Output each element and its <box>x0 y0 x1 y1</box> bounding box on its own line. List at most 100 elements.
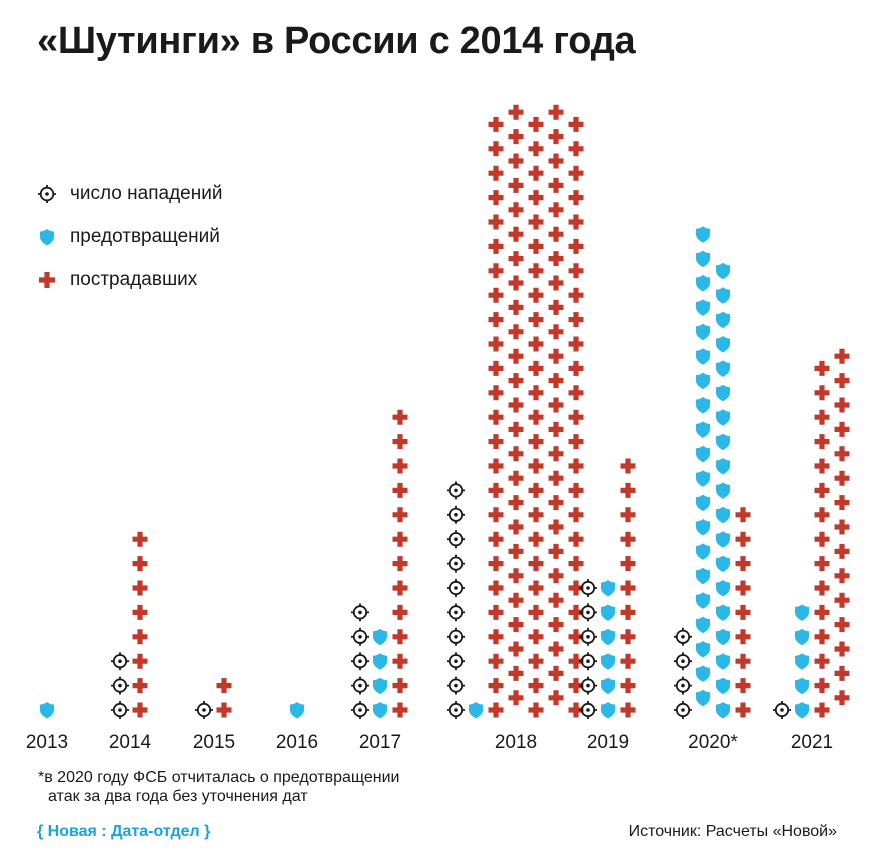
cross-mark <box>488 263 504 279</box>
cross-mark <box>508 177 524 193</box>
shield-mark <box>469 702 483 719</box>
cross-mark <box>735 507 751 523</box>
target-mark <box>674 652 692 671</box>
cross-mark <box>814 360 830 376</box>
target-mark <box>351 652 369 671</box>
target-mark <box>579 676 597 695</box>
cross-mark <box>620 482 636 498</box>
shield-mark <box>696 470 710 487</box>
cross-mark <box>548 299 564 315</box>
cross-mark <box>528 458 544 474</box>
shield-mark <box>696 372 710 390</box>
target-mark <box>447 481 465 500</box>
shield-mark <box>716 262 730 280</box>
cross-mark <box>528 604 544 620</box>
shield-icon <box>38 228 56 246</box>
target-mark <box>579 627 597 646</box>
cross-mark <box>814 409 830 425</box>
cross-mark <box>735 531 751 547</box>
shield-mark <box>696 397 710 414</box>
cross-mark <box>548 373 564 389</box>
cross-mark <box>528 434 544 450</box>
cross-mark <box>528 165 544 181</box>
target-mark <box>447 554 465 573</box>
shield-mark <box>696 323 710 341</box>
cross-mark <box>508 446 524 462</box>
footnote: *в 2020 году ФСБ отчиталась о предотвращ… <box>38 768 399 806</box>
cross-mark <box>508 129 524 145</box>
year-group-2019 <box>579 458 636 719</box>
target-mark <box>773 701 791 719</box>
cross-mark <box>488 190 504 206</box>
shield-mark <box>716 628 730 646</box>
shield-mark <box>373 628 387 646</box>
shield-mark <box>716 531 730 548</box>
year-label: 2015 <box>193 732 235 753</box>
cross-mark <box>392 604 408 620</box>
cross-mark <box>834 592 850 608</box>
year-label: 2014 <box>109 732 152 753</box>
cross-mark <box>568 702 584 718</box>
shield-mark <box>601 677 615 695</box>
cross-mark <box>528 141 544 157</box>
cross-mark <box>392 678 408 694</box>
cross-mark <box>508 543 524 559</box>
cross-mark <box>488 360 504 376</box>
cross-mark <box>508 251 524 267</box>
cross-mark <box>620 556 636 572</box>
cross-mark <box>132 702 148 718</box>
cross-mark <box>548 690 564 706</box>
shield-mark <box>696 543 710 560</box>
cross-mark <box>548 397 564 413</box>
cross-mark <box>568 434 584 450</box>
cross-mark <box>548 129 564 145</box>
cross-mark <box>392 434 408 450</box>
cross-mark <box>528 629 544 645</box>
cross-icon <box>38 271 56 289</box>
cross-mark <box>488 336 504 352</box>
cross-mark <box>132 653 148 669</box>
cross-mark <box>392 458 408 474</box>
cross-mark <box>834 543 850 559</box>
legend-item-victims: пострадавших <box>38 258 222 301</box>
cross-mark <box>568 312 584 328</box>
cross-mark <box>620 629 636 645</box>
cross-mark <box>548 202 564 218</box>
shield-mark <box>716 506 730 524</box>
cross-mark <box>528 409 544 425</box>
target-mark <box>111 652 129 671</box>
cross-mark <box>488 580 504 596</box>
year-group-2015 <box>195 678 232 719</box>
cross-mark <box>488 531 504 547</box>
cross-mark <box>834 665 850 681</box>
shield-mark <box>373 702 387 719</box>
cross-mark <box>814 604 830 620</box>
cross-mark <box>488 434 504 450</box>
cross-mark <box>508 519 524 535</box>
target-mark <box>579 652 597 671</box>
legend-label-attacks: число нападений <box>70 182 223 204</box>
target-mark <box>447 627 465 646</box>
cross-mark <box>735 702 751 718</box>
cross-mark <box>132 556 148 572</box>
cross-mark <box>132 678 148 694</box>
cross-mark <box>488 409 504 425</box>
cross-mark <box>814 580 830 596</box>
cross-mark <box>488 116 504 132</box>
cross-mark <box>132 580 148 596</box>
cross-mark <box>735 604 751 620</box>
cross-mark <box>488 507 504 523</box>
footnote-line-1: *в 2020 году ФСБ отчиталась о предотвращ… <box>38 769 400 786</box>
shield-mark <box>601 628 615 646</box>
target-mark <box>351 603 369 622</box>
shield-mark <box>795 653 809 670</box>
cross-mark <box>508 495 524 511</box>
shield-mark <box>716 677 730 695</box>
target-mark <box>195 701 213 719</box>
shield-mark <box>795 604 809 621</box>
target-mark <box>447 505 465 524</box>
shield-mark <box>290 702 304 719</box>
cross-mark <box>548 251 564 267</box>
cross-mark <box>528 531 544 547</box>
shield-mark <box>696 494 710 512</box>
